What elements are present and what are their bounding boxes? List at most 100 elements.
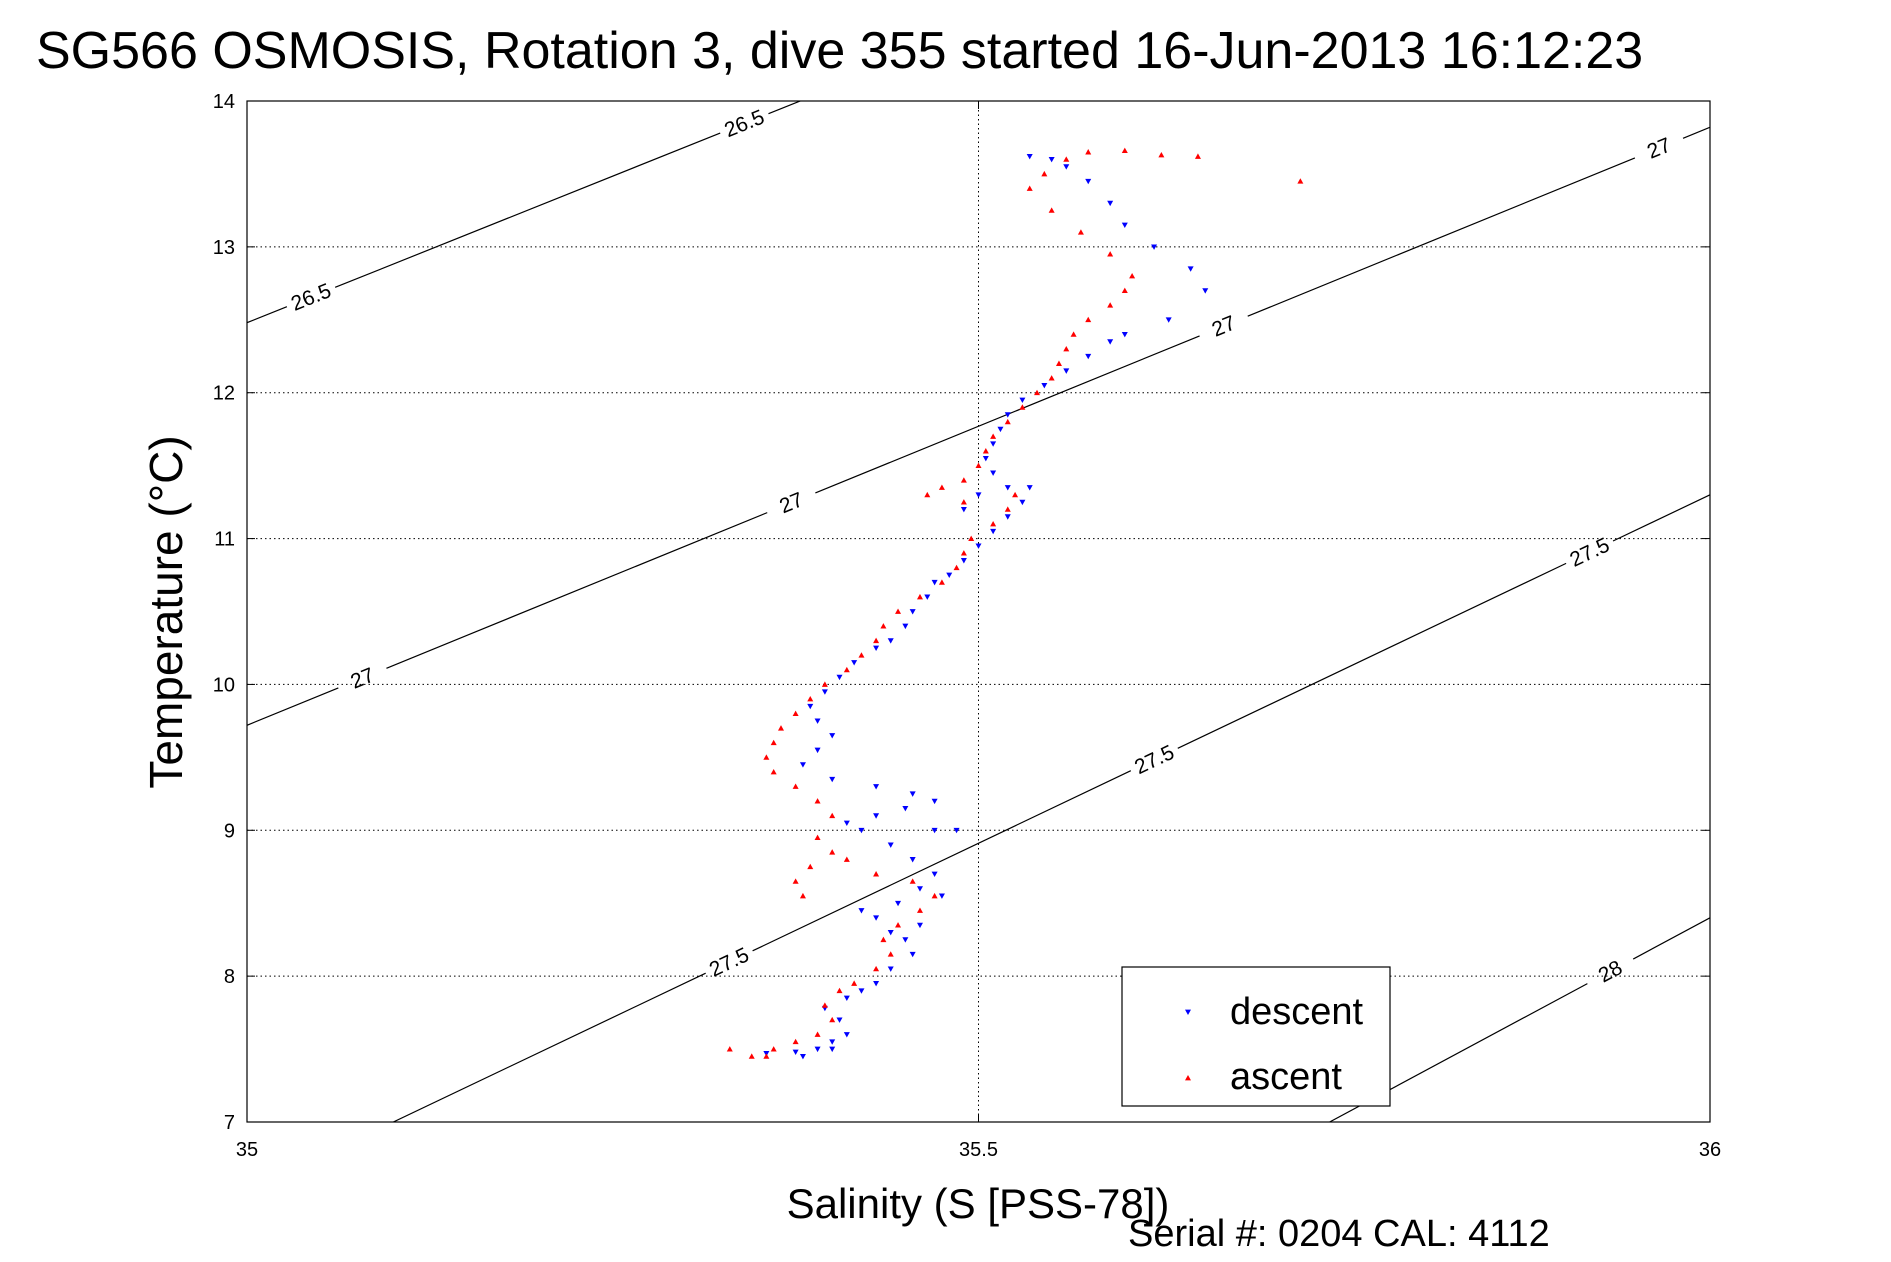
descent-point bbox=[821, 689, 828, 695]
descent-point bbox=[873, 645, 880, 651]
descent-point bbox=[946, 572, 953, 579]
x-axis-label: Salinity (S [PSS-78]) bbox=[787, 1180, 1170, 1227]
descent-point bbox=[1048, 156, 1055, 163]
ascent-point bbox=[1107, 302, 1114, 308]
ascent-point bbox=[873, 965, 880, 972]
descent-point bbox=[1085, 178, 1092, 185]
ascent-point bbox=[843, 666, 850, 673]
ascent-point bbox=[1034, 389, 1041, 396]
ascent-point bbox=[821, 1002, 828, 1008]
descent-point bbox=[858, 908, 865, 914]
ascent-point bbox=[1048, 207, 1055, 213]
descent-point bbox=[873, 915, 880, 921]
legend-marker-ascent bbox=[1185, 1075, 1191, 1081]
descent-point bbox=[990, 528, 997, 535]
descent-point bbox=[916, 922, 923, 929]
ascent-point bbox=[1158, 151, 1165, 158]
contour-line-27.5 bbox=[752, 770, 1132, 952]
descent-point bbox=[931, 871, 938, 878]
descent-point bbox=[1107, 200, 1114, 207]
contour-label-26.5: 26.5 bbox=[721, 106, 767, 143]
descent-point bbox=[997, 426, 1004, 433]
descent-point bbox=[829, 733, 836, 739]
y-tick-label: 10 bbox=[213, 674, 235, 696]
descent-point bbox=[924, 594, 931, 600]
ascent-point bbox=[770, 739, 777, 746]
descent-point bbox=[843, 1032, 850, 1038]
legend-label-descent: descent bbox=[1230, 991, 1364, 1033]
ascent-point bbox=[799, 892, 806, 899]
ascent-point bbox=[807, 696, 814, 702]
descent-point bbox=[836, 674, 843, 681]
x-tick-label: 36 bbox=[1699, 1139, 1721, 1161]
ascent-point bbox=[1055, 360, 1062, 366]
descent-point bbox=[1041, 383, 1048, 389]
contour-label-27: 27 bbox=[776, 488, 806, 518]
descent-point bbox=[931, 798, 938, 805]
ascent-point bbox=[938, 579, 945, 585]
descent-point bbox=[792, 1049, 799, 1055]
descent-point bbox=[829, 1039, 836, 1045]
descent-point bbox=[887, 638, 894, 644]
descent-point bbox=[1063, 164, 1070, 170]
ascent-point bbox=[829, 1016, 836, 1023]
descent-point bbox=[829, 1046, 836, 1053]
serial-cal-text: Serial #: 0204 CAL: 4112 bbox=[1128, 1213, 1550, 1255]
axis-ticks bbox=[246, 100, 1711, 1123]
ascent-point bbox=[1297, 178, 1304, 184]
descent-point bbox=[960, 558, 967, 564]
ascent-point bbox=[1012, 491, 1019, 498]
contour-line-27.5 bbox=[393, 972, 706, 1122]
ascent-point bbox=[873, 637, 880, 644]
y-tick-label: 14 bbox=[213, 91, 235, 113]
descent-point bbox=[1187, 266, 1194, 272]
contour-line-27 bbox=[386, 512, 768, 669]
descent-point bbox=[814, 1046, 821, 1053]
ascent-point bbox=[1107, 251, 1114, 257]
descent-point bbox=[990, 470, 997, 476]
contour-label-26.5: 26.5 bbox=[288, 279, 334, 316]
ascent-point bbox=[1026, 185, 1033, 191]
ascent-point bbox=[770, 1046, 777, 1052]
descent-point bbox=[902, 806, 909, 812]
ascent-point bbox=[792, 878, 799, 884]
contour-label-27: 27 bbox=[1644, 134, 1674, 164]
descent-point bbox=[887, 929, 894, 936]
ascent-point bbox=[1070, 331, 1077, 337]
ascent-point bbox=[968, 535, 975, 541]
descent-point bbox=[829, 776, 836, 783]
descent-point bbox=[909, 791, 916, 797]
descent-point bbox=[990, 441, 997, 447]
ascent-point bbox=[829, 812, 836, 819]
descent-point bbox=[814, 747, 821, 754]
descent-point bbox=[1121, 331, 1128, 338]
descent-point bbox=[1085, 353, 1092, 360]
ascent-point bbox=[975, 462, 982, 469]
ascent-point bbox=[1063, 156, 1070, 162]
ascent-point bbox=[931, 892, 938, 899]
contour-line-27.5 bbox=[1612, 494, 1710, 542]
ascent-point bbox=[821, 681, 828, 687]
ascent-point bbox=[990, 433, 997, 439]
descent-point bbox=[938, 893, 945, 899]
ascent-point bbox=[1121, 287, 1128, 294]
y-tick-label: 9 bbox=[224, 820, 235, 842]
descent-point bbox=[1151, 244, 1158, 250]
ascent-point bbox=[873, 871, 880, 877]
y-tick-label: 13 bbox=[213, 237, 235, 259]
descent-point bbox=[895, 900, 902, 907]
grid-lines bbox=[247, 101, 1710, 1122]
descent-point bbox=[807, 703, 814, 710]
legend-marker-descent bbox=[1185, 1009, 1191, 1015]
descent-point bbox=[873, 784, 880, 790]
descent-point bbox=[1019, 397, 1026, 404]
ascent-point bbox=[814, 1031, 821, 1037]
descent-point bbox=[1063, 368, 1070, 374]
descent-point bbox=[873, 813, 880, 819]
descent-point bbox=[953, 827, 960, 834]
descent-point bbox=[909, 857, 916, 863]
ascent-point bbox=[770, 768, 777, 775]
contour-line-27 bbox=[247, 687, 339, 726]
contour-line-26.5 bbox=[247, 306, 288, 324]
